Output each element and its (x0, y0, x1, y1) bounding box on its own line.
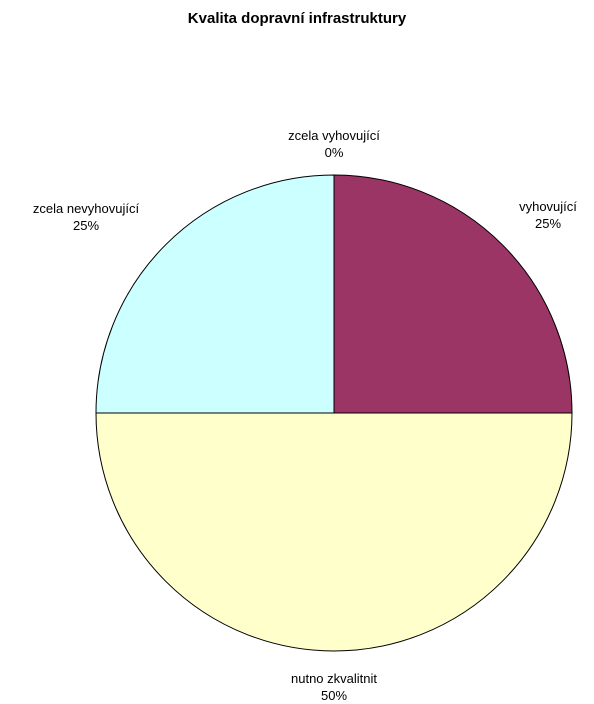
slice-name: vyhovující (519, 199, 577, 214)
chart-title: Kvalita dopravní infrastruktury (187, 10, 407, 27)
slice-name: zcela vyhovující (288, 128, 380, 143)
slice-name: nutno zkvalitnit (291, 671, 377, 686)
slice-percent: 0% (324, 145, 344, 160)
slice-percent: 50% (320, 688, 348, 703)
slice-label-vyhovujici: vyhovující 25% (488, 198, 594, 232)
slice-label-nutno-zkvalitnit: nutno zkvalitnit 50% (254, 670, 414, 704)
slice-percent: 25% (534, 216, 562, 231)
slice-name: zcela nevyhovující (32, 201, 140, 216)
pie-slice-2 (95, 412, 573, 652)
slice-label-zcela-nevyhovujici: zcela nevyhovující 25% (6, 200, 166, 234)
pie-slice-1 (333, 174, 573, 414)
slice-label-zcela-vyhovujici: zcela vyhovující 0% (254, 127, 414, 161)
slice-percent: 25% (72, 218, 100, 233)
pie-slice-3 (95, 174, 335, 414)
